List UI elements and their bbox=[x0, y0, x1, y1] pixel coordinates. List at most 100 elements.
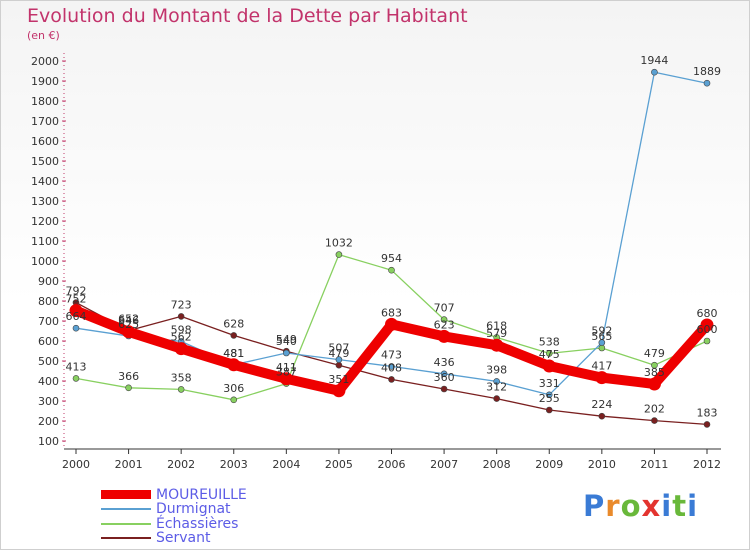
y-tick-label-1500: 1500 bbox=[31, 155, 59, 168]
y-tick-label-600: 600 bbox=[38, 335, 59, 348]
logo-letter: i bbox=[661, 489, 673, 523]
data-point-servant-2005 bbox=[335, 361, 343, 369]
data-label-servant-2004: 549 bbox=[276, 333, 297, 346]
data-label-moureuille-2006: 683 bbox=[381, 306, 402, 319]
data-label-echassieres-2001: 366 bbox=[118, 370, 139, 383]
x-tick-label-2004: 2004 bbox=[272, 458, 300, 471]
data-point-servant-2003 bbox=[230, 332, 238, 339]
y-tick-label-1000: 1000 bbox=[31, 255, 59, 268]
data-point-echassieres-2011 bbox=[651, 361, 658, 369]
data-label-durmignat-2010: 592 bbox=[591, 325, 612, 338]
legend-swatch-servant bbox=[101, 537, 151, 539]
data-point-echassieres-2005 bbox=[335, 251, 343, 258]
data-label-durmignat-2012: 1889 bbox=[693, 65, 721, 78]
data-point-moureuille-2007 bbox=[437, 329, 451, 343]
data-label-moureuille-2004: 411 bbox=[276, 361, 297, 374]
data-point-echassieres-2006 bbox=[388, 266, 395, 274]
data-label-servant-2012: 183 bbox=[697, 406, 718, 419]
y-tick-label-900: 900 bbox=[38, 275, 59, 288]
data-label-servant-2008: 312 bbox=[486, 381, 507, 394]
chart-unit: (en €) bbox=[27, 29, 60, 42]
data-label-servant-2009: 255 bbox=[539, 392, 560, 405]
data-point-durmignat-2005 bbox=[335, 356, 343, 363]
logo-letter: x bbox=[641, 489, 662, 523]
data-point-echassieres-2002 bbox=[177, 386, 185, 393]
data-label-echassieres-2009: 538 bbox=[539, 335, 560, 348]
data-point-durmignat-2011 bbox=[651, 68, 658, 76]
data-point-servant-2006 bbox=[388, 376, 395, 383]
data-label-durmignat-2002: 598 bbox=[171, 323, 192, 336]
y-tick-label-1800: 1800 bbox=[31, 95, 59, 108]
y-tick-label-1300: 1300 bbox=[31, 195, 59, 208]
y-tick-label-1200: 1200 bbox=[31, 215, 59, 228]
data-label-moureuille-2012: 680 bbox=[697, 307, 718, 320]
data-label-echassieres-2000: 413 bbox=[66, 360, 87, 373]
data-label-echassieres-2006: 954 bbox=[381, 252, 402, 265]
x-tick-label-2010: 2010 bbox=[588, 458, 616, 471]
x-tick-label-2007: 2007 bbox=[430, 458, 458, 471]
data-label-servant-2007: 360 bbox=[434, 371, 455, 384]
data-label-echassieres-2012: 600 bbox=[697, 323, 718, 336]
x-tick-label-2011: 2011 bbox=[640, 458, 668, 471]
x-tick-label-2005: 2005 bbox=[325, 458, 353, 471]
x-tick-label-2001: 2001 bbox=[115, 458, 143, 471]
x-tick-label-2006: 2006 bbox=[378, 458, 406, 471]
logo-letter: o bbox=[620, 489, 642, 523]
data-label-durmignat-2003: 481 bbox=[223, 347, 244, 360]
data-label-moureuille-2003: 481 bbox=[223, 347, 244, 360]
data-point-servant-2007 bbox=[440, 385, 448, 393]
legend-label-durmignat: Durmignat bbox=[156, 501, 231, 517]
data-label-echassieres-2003: 306 bbox=[223, 382, 244, 395]
data-label-durmignat-2007: 436 bbox=[434, 356, 455, 369]
x-tick-label-2003: 2003 bbox=[220, 458, 248, 471]
data-label-durmignat-2001: 625 bbox=[118, 318, 139, 331]
data-point-moureuille-2009 bbox=[542, 359, 556, 373]
data-point-moureuille-2003 bbox=[227, 358, 241, 372]
legend-label-moureuille: MOUREUILLE bbox=[156, 487, 247, 503]
data-point-moureuille-2010 bbox=[595, 371, 609, 385]
data-label-durmignat-2006: 473 bbox=[381, 348, 402, 361]
x-tick-label-2008: 2008 bbox=[483, 458, 511, 471]
y-tick-label-700: 700 bbox=[38, 315, 59, 328]
proxiti-logo: Proxiti bbox=[583, 489, 698, 523]
data-label-echassieres-2008: 618 bbox=[486, 319, 507, 332]
data-label-durmignat-2005: 507 bbox=[328, 342, 349, 355]
legend-swatch-moureuille bbox=[101, 490, 151, 499]
data-point-echassieres-2007 bbox=[440, 316, 448, 323]
legend-label-echassieres: Échassières bbox=[156, 516, 239, 532]
data-label-echassieres-2005: 1032 bbox=[325, 237, 353, 250]
data-label-durmignat-2009: 331 bbox=[539, 377, 560, 390]
data-label-servant-2010: 224 bbox=[591, 398, 612, 411]
legend-label-servant: Servant bbox=[156, 530, 211, 546]
data-point-durmignat-2007 bbox=[440, 370, 448, 378]
logo-letter: t bbox=[672, 489, 688, 523]
data-label-moureuille-2009: 475 bbox=[539, 348, 560, 361]
data-point-servant-2008 bbox=[493, 395, 500, 402]
data-label-moureuille-2002: 562 bbox=[171, 331, 192, 344]
data-point-moureuille-2008 bbox=[490, 338, 504, 352]
data-point-moureuille-2012 bbox=[700, 318, 714, 332]
data-label-servant-2011: 202 bbox=[644, 403, 665, 416]
x-tick-label-2002: 2002 bbox=[167, 458, 195, 471]
data-label-servant-2003: 628 bbox=[223, 317, 244, 330]
y-tick-label-300: 300 bbox=[38, 395, 59, 408]
data-point-echassieres-2000 bbox=[72, 375, 80, 382]
data-point-moureuille-2000 bbox=[69, 304, 83, 318]
y-tick-label-1600: 1600 bbox=[31, 135, 59, 148]
data-point-echassieres-2003 bbox=[230, 396, 238, 404]
data-point-echassieres-2001 bbox=[125, 384, 132, 392]
legend-item-echassieres: Échassières bbox=[101, 516, 301, 532]
chart-title: Evolution du Montant de la Dette par Hab… bbox=[27, 5, 468, 27]
data-point-moureuille-2004 bbox=[279, 372, 293, 386]
y-tick-label-1700: 1700 bbox=[31, 115, 59, 128]
y-tick-label-1900: 1900 bbox=[31, 75, 59, 88]
data-point-moureuille-2001 bbox=[122, 325, 136, 339]
data-point-moureuille-2002 bbox=[174, 342, 188, 356]
data-point-durmignat-2012 bbox=[703, 79, 711, 87]
data-point-moureuille-2006 bbox=[385, 317, 398, 331]
data-label-echassieres-2002: 358 bbox=[171, 371, 192, 384]
y-tick-label-100: 100 bbox=[38, 435, 59, 448]
data-label-echassieres-2010: 565 bbox=[591, 330, 612, 343]
